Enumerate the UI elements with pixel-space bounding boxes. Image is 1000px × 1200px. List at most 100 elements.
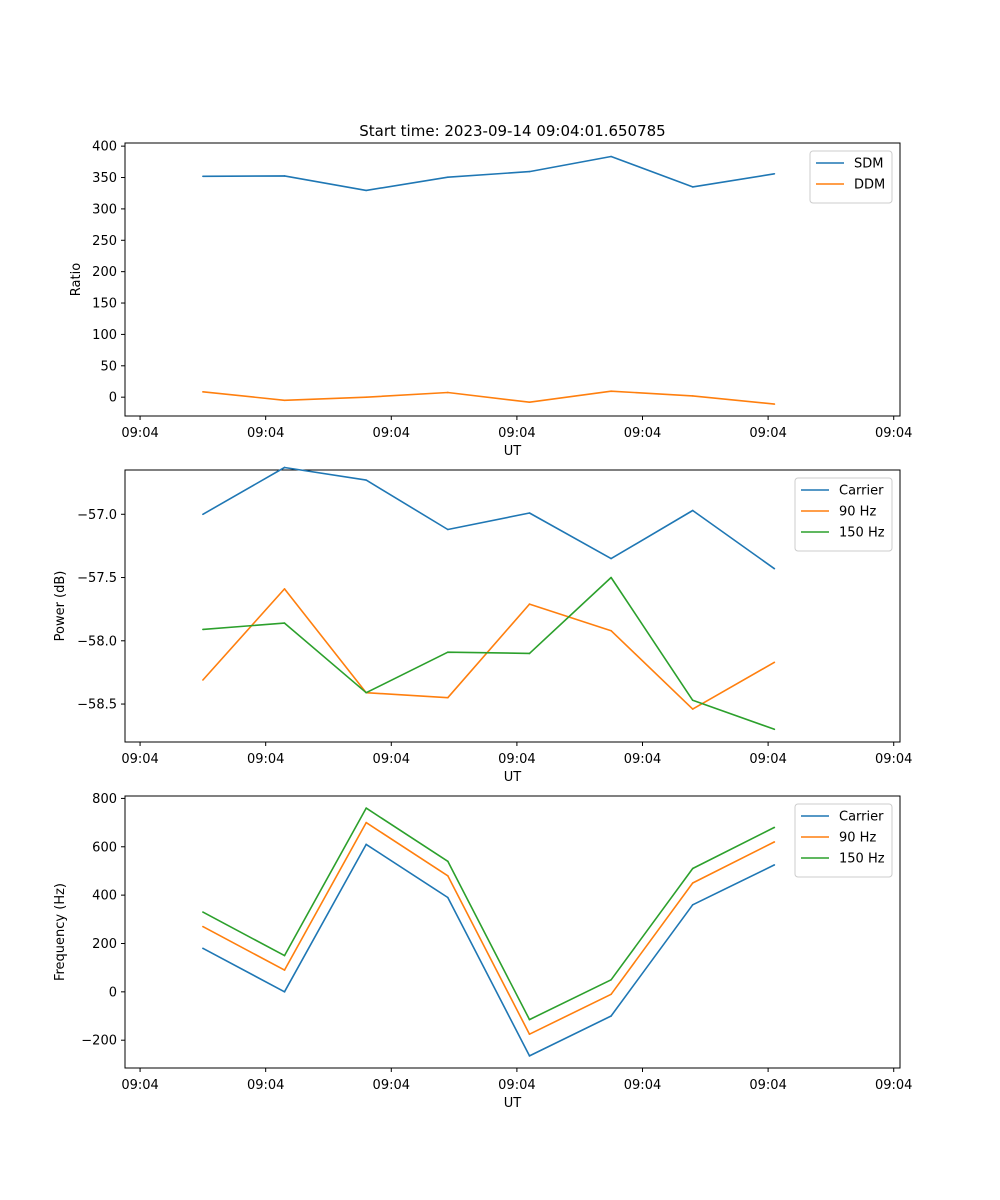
x-axis-label: UT <box>504 1096 522 1111</box>
data-point <box>610 993 612 996</box>
legend-label: 90 Hz <box>839 831 876 846</box>
data-point <box>202 513 204 516</box>
data-point <box>365 843 367 846</box>
data-point <box>528 1018 531 1021</box>
data-point <box>528 652 531 655</box>
frequency-panel: −200 0 200 400 600 800 09:04 09:04 09:04 09:04 09:… <box>53 792 912 1111</box>
data-point <box>691 699 694 702</box>
series-line-90-hz <box>202 588 775 710</box>
x-tick-label: 09:04 <box>749 426 786 441</box>
series-line-sdm <box>202 155 775 192</box>
data-point <box>202 175 204 178</box>
data-point <box>202 628 204 631</box>
x-tick-label: 09:04 <box>121 426 158 441</box>
data-point <box>528 1055 531 1057</box>
y-tick-label: −57.5 <box>77 571 117 586</box>
data-point <box>283 399 286 402</box>
data-point <box>283 588 286 590</box>
x-tick-label: 09:04 <box>498 752 535 767</box>
data-point <box>610 1015 612 1017</box>
data-point <box>773 567 776 570</box>
x-tick-label: 09:04 <box>749 752 786 767</box>
data-point <box>610 557 612 560</box>
y-tick-label: 0 <box>109 391 117 406</box>
x-axis-label: UT <box>504 770 522 785</box>
y-tick-label: 300 <box>92 202 117 217</box>
data-point <box>365 807 367 809</box>
data-point <box>691 867 694 870</box>
data-point <box>691 186 694 188</box>
data-point <box>691 395 694 397</box>
y-tick-label: 350 <box>92 171 117 186</box>
data-point <box>447 860 449 863</box>
data-point <box>365 396 367 398</box>
data-point <box>610 629 612 632</box>
y-tick-label: 0 <box>109 985 117 1000</box>
legend-label: 150 Hz <box>839 852 885 867</box>
y-tick-label: 600 <box>92 840 117 855</box>
data-point <box>283 175 286 177</box>
x-tick-label: 09:04 <box>624 426 661 441</box>
series-line-carrier <box>202 843 775 1057</box>
series-line-90-hz <box>202 821 775 1035</box>
data-point <box>283 466 286 469</box>
data-point <box>202 925 204 928</box>
data-point <box>202 679 204 681</box>
data-point <box>691 882 694 884</box>
data-point <box>528 512 531 514</box>
data-point <box>610 155 612 158</box>
y-tick-label: 400 <box>92 140 117 155</box>
x-tick-label: 09:04 <box>875 752 912 767</box>
x-tick-label: 09:04 <box>247 752 284 767</box>
x-tick-label: 09:04 <box>373 1078 410 1093</box>
y-tick-label: −58.5 <box>77 698 117 713</box>
data-point <box>283 954 286 957</box>
y-axis-label: Power (dB) <box>53 571 68 642</box>
axes-frame <box>124 795 901 1069</box>
data-point <box>202 911 204 913</box>
x-tick-label: 09:04 <box>875 1078 912 1093</box>
x-tick-label: 09:04 <box>247 1078 284 1093</box>
data-point <box>528 1033 531 1035</box>
data-point <box>691 708 694 710</box>
data-point <box>773 728 776 731</box>
data-point <box>691 904 694 906</box>
data-point <box>610 390 612 393</box>
y-tick-label: −57.0 <box>77 508 117 523</box>
x-tick-label: 09:04 <box>121 1078 158 1093</box>
data-point <box>447 874 449 877</box>
data-point <box>202 947 204 950</box>
legend-label: 150 Hz <box>839 526 885 541</box>
data-point <box>610 576 612 579</box>
axes-frame <box>124 469 901 743</box>
series-line-carrier <box>202 466 775 570</box>
data-point <box>365 479 367 481</box>
y-axis-label: Frequency (Hz) <box>53 883 68 981</box>
data-point <box>283 622 286 624</box>
x-tick-label: 09:04 <box>373 752 410 767</box>
y-tick-label: 200 <box>92 937 117 952</box>
legend-label: 90 Hz <box>839 505 876 520</box>
y-tick-label: −58.0 <box>77 634 117 649</box>
y-tick-label: 800 <box>92 792 117 807</box>
x-tick-label: 09:04 <box>247 426 284 441</box>
data-point <box>365 821 367 824</box>
data-point <box>528 401 531 403</box>
x-tick-label: 09:04 <box>498 426 535 441</box>
x-tick-label: 09:04 <box>373 426 410 441</box>
data-point <box>447 896 449 899</box>
series-line-ddm <box>202 390 775 405</box>
legend-box <box>809 150 893 204</box>
data-point <box>691 509 694 512</box>
y-axis-label: Ratio <box>69 263 84 296</box>
power-panel: −58.5 −58.0 −57.5 −57.0 09:04 09:04 09:04 09:04… <box>53 466 912 785</box>
series-line-150-hz <box>202 807 775 1021</box>
axes-frame <box>124 142 901 417</box>
chart-title: Start time: 2023-09-14 09:04:01.650785 <box>359 122 665 140</box>
y-tick-label: 100 <box>92 328 117 343</box>
data-point <box>447 391 449 394</box>
data-point <box>773 661 776 664</box>
data-point <box>447 651 449 653</box>
data-point <box>528 603 531 605</box>
